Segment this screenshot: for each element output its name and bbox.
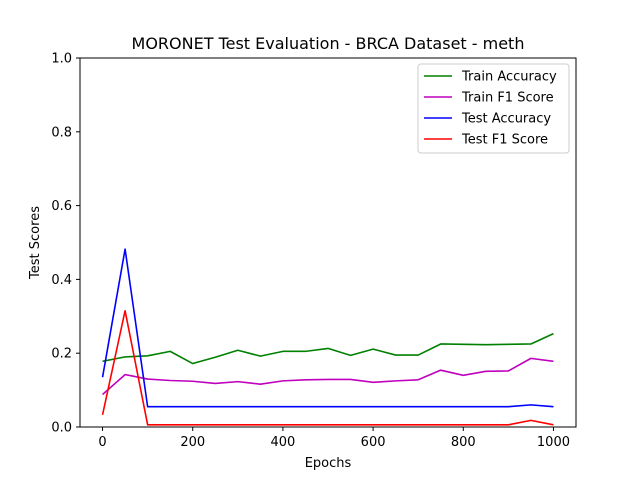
chart-title: MORONET Test Evaluation - BRCA Dataset -… xyxy=(132,34,525,53)
plot-area-frame xyxy=(79,57,577,428)
x-tick-label: 0 xyxy=(98,435,106,450)
series-line-train-accuracy xyxy=(102,332,554,365)
x-tick-label: 200 xyxy=(180,435,205,450)
y-axis-title: Test Scores xyxy=(28,206,43,280)
y-tick-label: 0.0 xyxy=(51,421,72,436)
legend-label: Train Accuracy xyxy=(461,70,557,85)
x-tick-label: 800 xyxy=(451,435,476,450)
legend-label: Train F1 Score xyxy=(461,91,554,106)
y-axis: 0.0 0.2 0.4 0.6 0.8 1.0 xyxy=(51,52,80,436)
legend: Train Accuracy Train F1 Score Test Accurac… xyxy=(417,63,570,154)
y-tick-label: 0.4 xyxy=(51,273,72,288)
legend-label: Test Accuracy xyxy=(461,112,551,127)
y-tick-label: 1.0 xyxy=(51,52,72,67)
x-tick-label: 1000 xyxy=(537,435,570,450)
x-axis: 0 200 400 600 800 1000 xyxy=(98,427,570,450)
series-line-train-f1-score xyxy=(102,357,554,396)
y-tick-label: 0.2 xyxy=(51,347,72,362)
series-line-test-f1-score xyxy=(101,309,554,426)
y-tick-label: 0.6 xyxy=(51,199,72,214)
x-tick-label: 600 xyxy=(361,435,386,450)
series-lines xyxy=(101,248,554,426)
y-tick-label: 0.8 xyxy=(51,125,72,140)
legend-label: Test F1 Score xyxy=(461,133,548,148)
series-line-test-accuracy xyxy=(101,248,554,408)
legend-box xyxy=(417,63,570,154)
x-axis-title: Epochs xyxy=(305,456,352,471)
x-tick-label: 400 xyxy=(270,435,295,450)
